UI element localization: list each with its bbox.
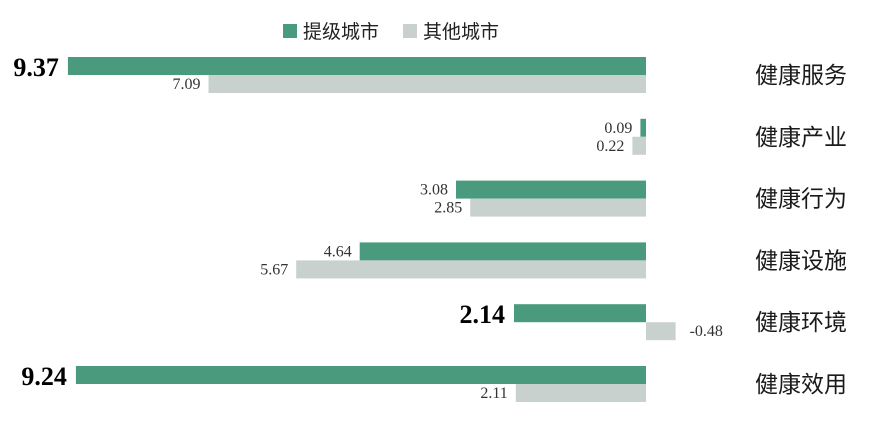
value-label-secondary-industry: 0.22	[596, 138, 624, 155]
value-label-secondary-behavior: 2.85	[434, 200, 462, 217]
value-label-primary-utility: 9.24	[21, 362, 67, 391]
category-label-behavior: 健康行为	[755, 187, 847, 213]
bars	[67, 57, 676, 402]
bar-primary-service	[67, 57, 646, 75]
bar-primary-behavior	[456, 180, 646, 199]
value-label-primary-industry: 0.09	[604, 120, 632, 137]
category-label-environment: 健康环境	[755, 310, 847, 336]
legend: 提级城市 其他城市	[283, 21, 499, 43]
legend-label-secondary: 其他城市	[423, 21, 499, 43]
bar-secondary-service	[208, 75, 646, 93]
bar-primary-facility	[359, 242, 646, 261]
bar-primary-industry	[640, 118, 646, 137]
bar-primary-utility	[75, 366, 646, 384]
bar-secondary-environment	[646, 322, 676, 341]
value-label-secondary-service: 7.09	[173, 76, 201, 93]
value-label-primary-facility: 4.64	[324, 243, 352, 260]
category-label-utility: 健康效用	[755, 372, 847, 398]
value-label-secondary-facility: 5.67	[260, 261, 288, 278]
value-label-primary-environment: 2.14	[460, 300, 506, 329]
bar-secondary-behavior	[470, 198, 646, 217]
value-label-secondary-environment: -0.48	[690, 323, 723, 340]
value-labels: 9.37 7.09 0.090.22 3.082.85 4.64 5.67 2.14 -0.4…	[13, 53, 723, 402]
category-label-service: 健康服务	[755, 63, 847, 89]
legend-label-primary: 提级城市	[303, 21, 379, 43]
bar-secondary-utility	[515, 384, 646, 402]
value-label-secondary-utility: 2.11	[480, 385, 507, 402]
category-label-facility: 健康设施	[755, 248, 847, 274]
bar-secondary-industry	[632, 136, 646, 155]
bar-primary-environment	[514, 304, 646, 323]
value-label-primary-service: 9.37	[13, 53, 59, 82]
category-label-industry: 健康产业	[755, 125, 847, 151]
bar-secondary-facility	[296, 260, 646, 279]
legend-swatch-secondary	[403, 24, 417, 38]
legend-swatch-primary	[283, 24, 297, 38]
value-label-primary-behavior: 3.08	[420, 182, 448, 199]
